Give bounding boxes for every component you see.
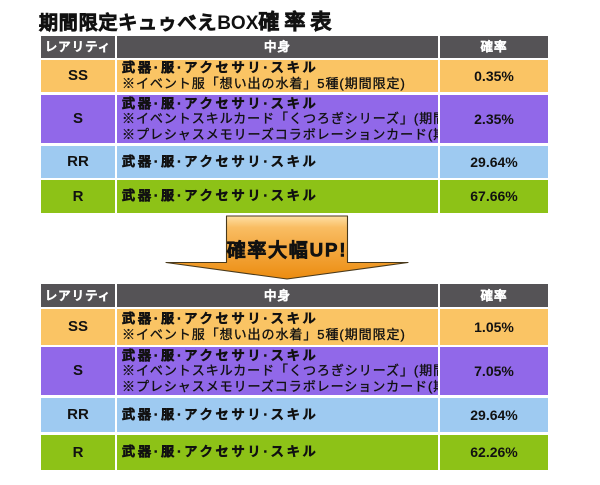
svg-text:確率大幅UP!: 確率大幅UP! bbox=[227, 239, 348, 262]
